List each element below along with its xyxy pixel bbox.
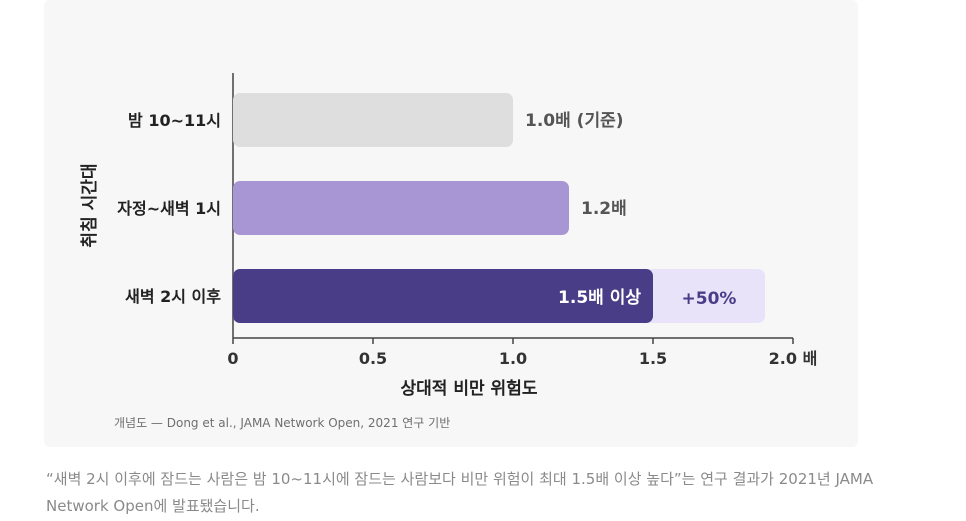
- x-tick-label: 1.5: [639, 349, 667, 368]
- x-tick-label: 2.0 배: [769, 349, 818, 368]
- data-label: 1.5배 이상: [558, 288, 641, 308]
- category-label: 새벽 2시 이후: [125, 287, 221, 306]
- extension-label: +50%: [682, 289, 737, 309]
- x-tick-label: 0.5: [359, 349, 387, 368]
- bar: [233, 181, 569, 235]
- source-note: 개념도 — Dong et al., JAMA Network Open, 20…: [114, 416, 451, 430]
- category-label: 자정~새벽 1시: [117, 199, 221, 218]
- chart-figure: 0 0.5 1.0 1.5 2.0 배 밤 10~11시 1.0배 (기준) 자정~새벽 1시…: [44, 0, 858, 447]
- x-tick-label: 0: [227, 349, 238, 368]
- bar: [233, 269, 653, 323]
- x-tick-label: 1.0: [499, 349, 527, 368]
- x-axis-title: 상대적 비만 위험도: [401, 378, 538, 399]
- article-caption: “새벽 2시 이후에 잠드는 사람은 밤 10~11시에 잠드는 사람보다 비만…: [46, 470, 874, 515]
- y-axis-title: 취침 시간대: [79, 163, 100, 247]
- category-label: 밤 10~11시: [128, 111, 221, 130]
- data-label: 1.0배 (기준): [525, 111, 624, 131]
- bar: [233, 93, 513, 147]
- bar-chart: 0 0.5 1.0 1.5 2.0 배 밤 10~11시 1.0배 (기준) 자정~새벽 1시…: [79, 73, 818, 399]
- data-label: 1.2배: [581, 199, 627, 219]
